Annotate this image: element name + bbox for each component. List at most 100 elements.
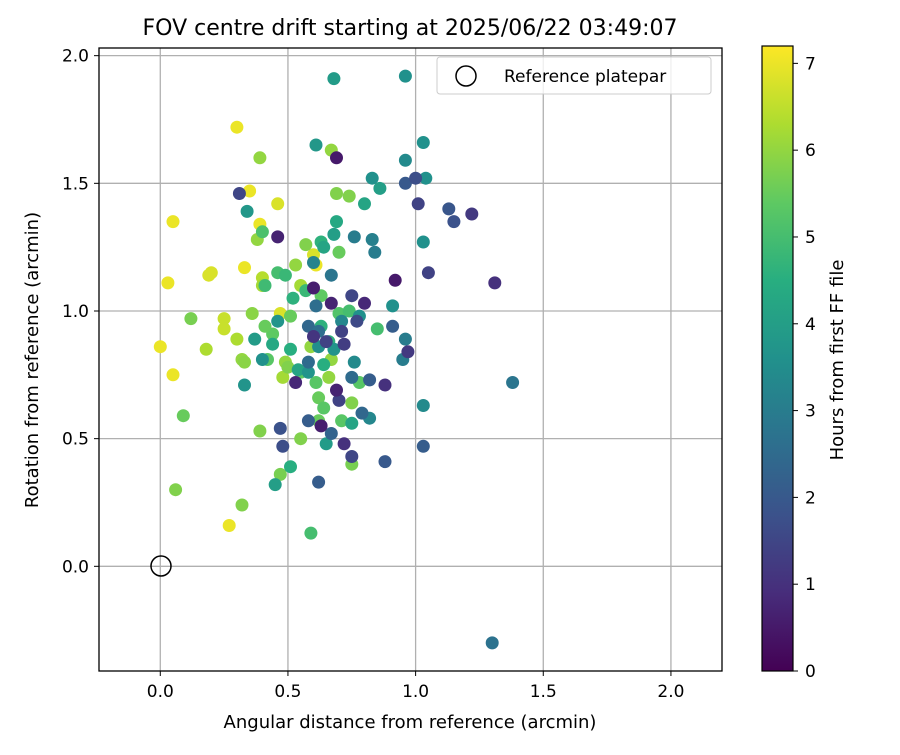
data-point [337,437,351,451]
data-point [411,197,425,211]
data-point [299,238,313,252]
data-point [378,455,392,469]
data-point [273,467,287,481]
data-point [245,307,259,320]
data-point [398,176,412,190]
data-point [314,419,328,433]
y-tick-label: 0.0 [62,557,89,577]
legend-box [436,56,712,95]
data-point [327,72,341,86]
y-axis-label: Rotation from reference (arcmin) [22,212,43,508]
data-point [319,335,333,349]
data-point [330,383,343,397]
data-point [289,376,303,389]
data-point [416,136,430,149]
data-point [345,396,359,410]
data-point [232,187,246,200]
data-point [238,378,251,392]
data-point [230,332,244,346]
data-point [345,450,359,463]
data-point [416,439,430,453]
data-point [332,245,346,259]
data-point [358,197,371,211]
data-point [330,215,343,229]
data-point [238,355,251,369]
data-point [378,378,392,392]
data-point [281,360,295,374]
colorbar-tick-label: 4 [805,315,816,335]
data-point [240,204,254,218]
data-point [166,368,180,382]
x-tick-label: 2.0 [657,682,684,702]
data-point [289,258,303,272]
data-point [153,340,167,354]
colorbar-tick-label: 3 [805,402,816,422]
data-point [301,319,315,333]
x-tick-label: 1.5 [530,682,557,702]
data-point [416,399,430,412]
data-point [317,240,331,254]
data-point [238,261,251,275]
data-point [319,437,333,451]
data-point [322,370,336,384]
data-point [342,304,356,318]
data-point [485,636,499,650]
data-point [370,322,384,336]
data-point [284,309,297,323]
data-point [266,337,280,351]
data-point [324,268,338,282]
data-points [153,69,520,650]
data-point [291,363,305,377]
data-point [294,432,308,446]
y-tick-label: 1.5 [62,174,89,194]
data-point [255,225,269,239]
data-point [386,299,400,313]
data-point [373,181,387,195]
data-point [301,355,315,369]
x-tick-label: 1.0 [402,682,429,702]
data-point [335,324,349,338]
data-point [335,314,349,328]
data-point [286,291,300,305]
y-tick-label: 2.0 [62,47,89,67]
data-point [347,230,361,244]
data-point [258,319,272,333]
data-point [365,233,379,246]
data-point [330,187,343,200]
colorbar-tick-label: 2 [805,488,816,508]
data-point [161,276,175,290]
data-point [255,353,269,366]
data-point [365,171,379,185]
data-point [350,314,364,328]
data-point [284,342,297,356]
colorbar-tick-label: 5 [805,228,816,248]
data-point [465,207,479,221]
data-point [253,151,267,165]
data-point [273,421,287,435]
data-point [345,416,359,430]
data-point [355,406,369,420]
data-point [345,370,359,384]
chart-title: FOV centre drift starting at 2025/06/22 … [143,16,678,41]
data-point [368,245,382,259]
data-point [235,498,249,512]
data-point [506,376,520,389]
data-point [243,184,257,198]
data-point [230,120,244,134]
data-point [307,330,320,343]
data-point [248,332,262,346]
data-point [312,391,326,405]
data-point [271,197,285,211]
data-point [409,171,423,185]
data-point [398,153,412,167]
data-point [166,215,180,229]
data-point [332,393,346,407]
data-point [268,478,282,492]
data-point [324,427,338,440]
data-point [416,235,430,249]
legend-label: Reference platepar [504,67,666,87]
data-point [419,171,433,185]
data-point [276,439,290,453]
data-point [337,337,351,351]
